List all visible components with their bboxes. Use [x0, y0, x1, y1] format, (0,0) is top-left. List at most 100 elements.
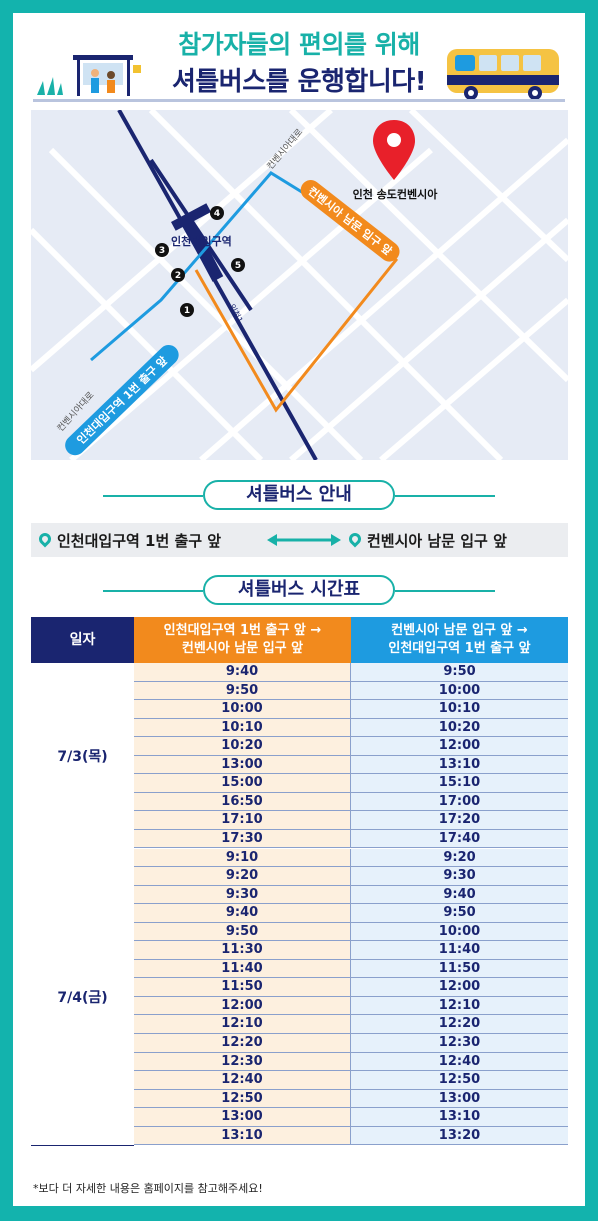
departure-time-cell: 9:50	[134, 681, 351, 701]
departure-time-cell: 9:30	[134, 885, 351, 905]
day-cell: 7/3(목)	[31, 663, 134, 850]
return-time-cell: 13:20	[351, 1126, 568, 1146]
departure-time-cell: 17:30	[134, 829, 351, 849]
return-time-cell: 15:10	[351, 774, 568, 793]
location-pin-icon	[346, 530, 364, 548]
map-destination-label: 인천 송도컨벤시아	[353, 187, 439, 201]
header: 참가자들의 편의를 위해 셔틀버스를 운행합니다!	[13, 13, 585, 109]
table-row: 13:10 13:20	[134, 1126, 568, 1146]
departure-time-cell: 10:00	[134, 700, 351, 719]
exit-2-label: 2	[175, 271, 181, 281]
return-time-cell: 17:20	[351, 811, 568, 830]
table-row: 9:50 10:00	[134, 681, 568, 701]
return-time-cell: 12:40	[351, 1052, 568, 1072]
departure-time-cell: 13:10	[134, 1126, 351, 1146]
header-col2-line2: 인천대입구역 1번 출구 앞	[388, 641, 531, 656]
table-row: 11:30 11:40	[134, 941, 568, 960]
table-row: 9:50 10:00	[134, 922, 568, 942]
location-pin-icon	[36, 530, 54, 548]
departure-time-cell: 12:20	[134, 1034, 351, 1053]
table-row: 12:10 12:20	[134, 1015, 568, 1034]
table-row: 12:20 12:30	[134, 1034, 568, 1053]
departure-time-cell: 9:40	[134, 663, 351, 682]
return-time-cell: 17:40	[351, 829, 568, 849]
table-row: 9:40 9:50	[134, 663, 568, 682]
departure-time-cell: 10:20	[134, 737, 351, 756]
departure-time-cell: 11:50	[134, 978, 351, 997]
header-col2-line1: 컨벤시아 남문 입구 앞 →	[391, 623, 528, 638]
departure-time-cell: 10:10	[134, 718, 351, 738]
departure-time-cell: 15:00	[134, 774, 351, 793]
map-station-label: 인천대입구역	[171, 234, 232, 248]
table-row: 11:50 12:00	[134, 978, 568, 997]
header-col2: 컨벤시아 남문 입구 앞 → 인천대입구역 1번 출구 앞	[351, 617, 568, 663]
return-time-cell: 9:50	[351, 904, 568, 923]
departure-time-cell: 11:30	[134, 941, 351, 960]
guide-route-bar: 인천대입구역 1번 출구 앞 컨벤시아 남문 입구 앞	[31, 523, 568, 557]
shuttle-route-map: 인천대입구역 1번 출구 앞 컨벤시아 남문 입구 앞 컨벤시아대로 컨벤시아대…	[31, 110, 568, 460]
table-row: 10:20 12:00	[134, 737, 568, 756]
return-time-cell: 10:20	[351, 718, 568, 738]
return-time-cell: 10:00	[351, 681, 568, 701]
return-time-cell: 10:00	[351, 922, 568, 942]
header-title-line1: 참가자들의 편의를 위해	[178, 30, 420, 59]
table-row: 9:30 9:40	[134, 885, 568, 905]
table-row: 17:10 17:20	[134, 811, 568, 830]
departure-time-cell: 12:50	[134, 1089, 351, 1109]
departure-time-cell: 9:50	[134, 922, 351, 942]
departure-time-cell: 13:00	[134, 1108, 351, 1127]
return-time-cell: 17:00	[351, 792, 568, 812]
return-time-cell: 12:50	[351, 1071, 568, 1090]
guide-from: 인천대입구역 1번 출구 앞	[57, 532, 222, 550]
table-row: 17:30 17:40	[134, 829, 568, 849]
return-time-cell: 12:20	[351, 1015, 568, 1034]
header-col1-line1: 인천대입구역 1번 출구 앞 →	[163, 623, 322, 638]
departure-time-cell: 9:20	[134, 867, 351, 886]
timetable-section-title: 셔틀버스 시간표	[13, 575, 585, 607]
header-col1-line2: 컨벤시아 남문 입구 앞	[181, 641, 304, 656]
departure-time-cell: 9:10	[134, 848, 351, 868]
return-time-cell: 9:20	[351, 848, 568, 868]
timetable-title: 셔틀버스 시간표	[203, 575, 395, 605]
exit-4-label: 4	[214, 209, 220, 219]
departure-time-cell: 17:10	[134, 811, 351, 830]
table-row: 12:00 12:10	[134, 996, 568, 1016]
departure-time-cell: 12:30	[134, 1052, 351, 1072]
table-row: 12:40 12:50	[134, 1071, 568, 1090]
double-arrow-icon	[267, 534, 341, 546]
exit-3-label: 3	[159, 246, 165, 256]
return-time-cell: 10:10	[351, 700, 568, 719]
header-divider	[33, 99, 565, 102]
return-time-cell: 9:50	[351, 663, 568, 682]
table-row: 13:00 13:10	[134, 1108, 568, 1127]
return-time-cell: 12:10	[351, 996, 568, 1016]
return-time-cell: 11:40	[351, 941, 568, 960]
table-row: 10:10 10:20	[134, 718, 568, 738]
table-row: 10:00 10:10	[134, 700, 568, 719]
table-row: 16:50 17:00	[134, 792, 568, 812]
destination-pin-icon	[373, 120, 415, 180]
departure-time-cell: 13:00	[134, 755, 351, 775]
return-time-cell: 13:10	[351, 1108, 568, 1127]
return-time-cell: 12:00	[351, 978, 568, 997]
footer-note: *보다 더 자세한 내용은 홈페이지를 참고해주세요!	[33, 1182, 263, 1195]
return-time-cell: 9:30	[351, 867, 568, 886]
exit-1-label: 1	[184, 306, 190, 316]
bus-stop-illustration-icon	[37, 55, 141, 96]
guide-section-title: 셔틀버스 안내	[13, 480, 585, 512]
return-time-cell: 13:00	[351, 1089, 568, 1109]
table-row: 9:10 9:20	[134, 848, 568, 868]
departure-time-cell: 12:10	[134, 1015, 351, 1034]
return-time-cell: 12:00	[351, 737, 568, 756]
return-time-cell: 11:50	[351, 959, 568, 979]
table-row: 13:00 13:10	[134, 755, 568, 775]
table-row: 11:40 11:50	[134, 959, 568, 979]
exit-5-label: 5	[235, 261, 241, 271]
return-time-cell: 12:30	[351, 1034, 568, 1053]
return-time-cell: 9:40	[351, 885, 568, 905]
map-drawing: 인천대입구역 1번 출구 앞 컨벤시아 남문 입구 앞 컨벤시아대로 컨벤시아대…	[31, 110, 568, 460]
header-title-line2: 셔틀버스를 운행합니다!	[171, 67, 427, 97]
header-date: 일자	[31, 617, 134, 663]
departure-time-cell: 16:50	[134, 792, 351, 812]
departure-time-cell: 12:00	[134, 996, 351, 1016]
